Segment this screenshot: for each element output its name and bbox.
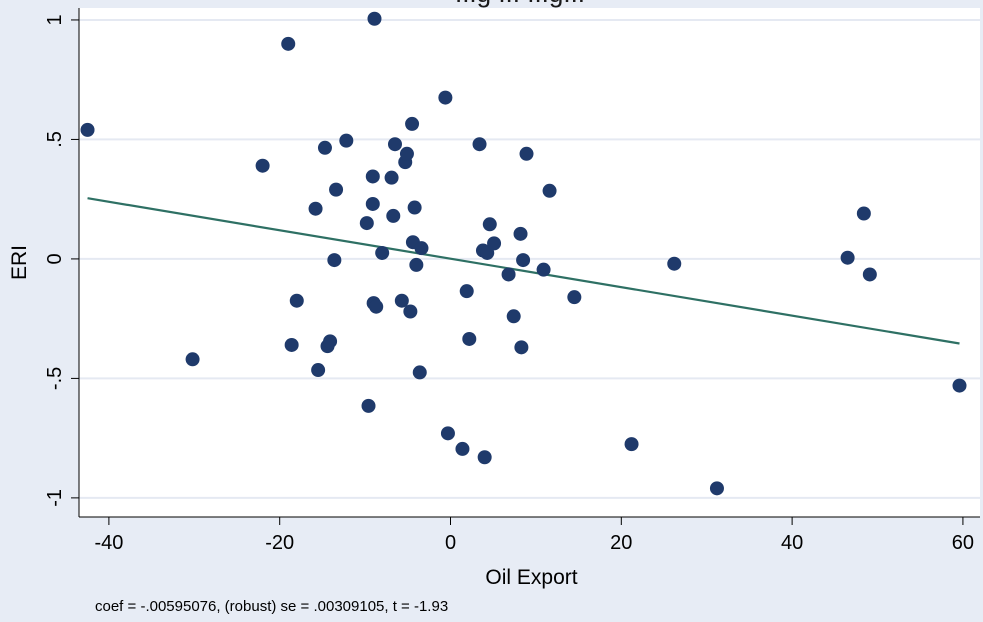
data-point	[365, 196, 380, 211]
data-point	[438, 90, 453, 105]
data-point	[403, 304, 418, 319]
data-point	[281, 36, 296, 51]
x-tick-label: -40	[94, 532, 123, 554]
points-layer	[80, 11, 967, 496]
data-point	[407, 200, 422, 215]
data-point	[399, 146, 414, 161]
x-tick-label: -20	[265, 532, 294, 554]
data-point	[542, 183, 557, 198]
data-point	[284, 337, 299, 352]
data-point	[339, 133, 354, 148]
data-point	[519, 146, 534, 161]
data-point	[487, 236, 502, 251]
data-point	[536, 262, 551, 277]
data-point	[308, 201, 323, 216]
data-point	[80, 122, 95, 137]
data-point	[327, 253, 342, 268]
chart-title: ...g ... ...g...	[455, 0, 585, 8]
y-tick-label: 1	[44, 14, 66, 25]
y-tick-label: -.5	[44, 367, 66, 390]
data-point	[459, 284, 474, 299]
fit-line	[87, 197, 960, 345]
data-point	[440, 426, 455, 441]
data-point	[409, 257, 424, 272]
data-point	[856, 206, 871, 221]
data-point	[311, 363, 326, 378]
data-point	[455, 441, 470, 456]
data-point	[255, 158, 270, 173]
y-tick-label: .5	[44, 131, 66, 148]
data-point	[506, 309, 521, 324]
data-point	[329, 182, 344, 197]
data-point	[387, 137, 402, 152]
data-point	[472, 137, 487, 152]
data-point	[412, 365, 427, 380]
data-point	[840, 250, 855, 265]
data-point	[394, 293, 409, 308]
data-point	[862, 267, 877, 282]
data-point	[667, 256, 682, 271]
data-point	[384, 170, 399, 185]
x-axis-title: Oil Export	[485, 566, 577, 589]
data-point	[514, 340, 529, 355]
x-tick-label: 60	[952, 532, 974, 554]
data-point	[414, 241, 429, 256]
data-point	[185, 352, 200, 367]
x-tick-label: 20	[610, 532, 632, 554]
data-point	[375, 245, 390, 260]
data-point	[501, 267, 516, 282]
fit-line-layer	[87, 197, 960, 345]
y-tick-label: 0	[44, 253, 66, 264]
data-point	[317, 140, 332, 155]
data-point	[365, 169, 380, 184]
data-point	[477, 450, 492, 465]
data-point	[361, 398, 376, 413]
data-point	[567, 290, 582, 305]
data-point	[624, 437, 639, 452]
x-tick-label: 0	[445, 532, 456, 554]
data-point	[482, 217, 497, 232]
y-axis-title: ERI	[8, 245, 31, 280]
data-point	[359, 216, 374, 231]
regression-note: coef = -.00595076, (robust) se = .003091…	[95, 598, 448, 615]
axes: 1 .5 0 -.5 -1 -40 -20 0 20 40 60	[44, 8, 980, 554]
data-point	[367, 11, 382, 26]
data-point	[405, 116, 420, 131]
x-tick-label: 40	[781, 532, 803, 554]
data-point	[516, 253, 531, 268]
data-point	[513, 226, 528, 241]
data-point	[709, 481, 724, 496]
data-point	[369, 299, 384, 314]
data-point	[462, 331, 477, 346]
data-point	[952, 378, 967, 393]
data-point	[323, 334, 338, 349]
y-tick-label: -1	[44, 489, 66, 507]
data-point	[289, 293, 304, 308]
data-point	[386, 208, 401, 223]
